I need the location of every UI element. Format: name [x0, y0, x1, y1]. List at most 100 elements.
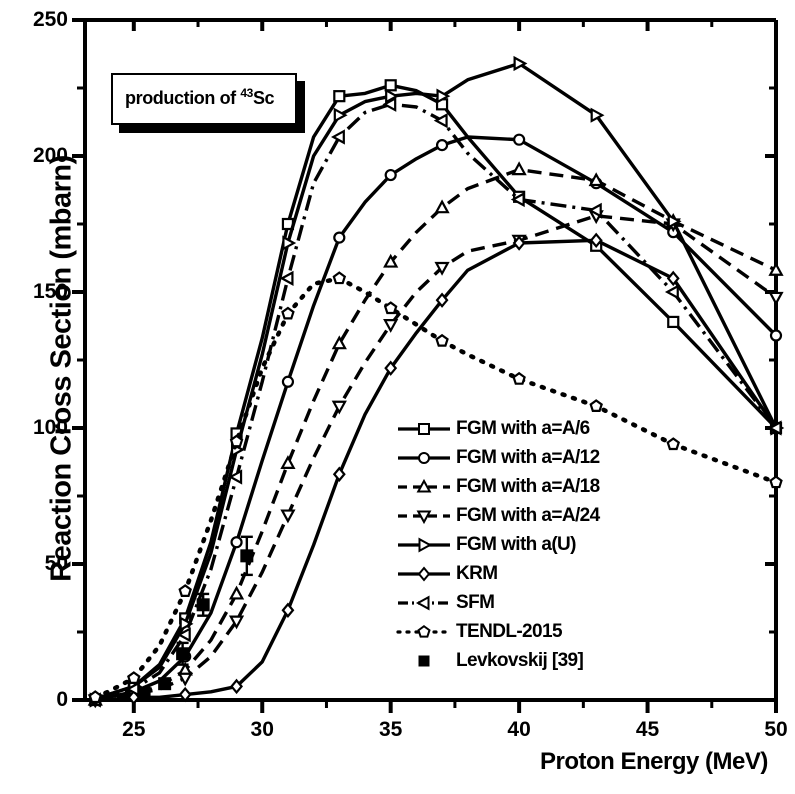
x-tick-label: 30: [250, 718, 274, 741]
data-point-marker: [280, 455, 296, 469]
data-point-marker: [127, 671, 141, 684]
legend-item-fgm-with-a-a-12: FGM with a=A/12: [396, 443, 646, 472]
data-point-marker: [768, 291, 784, 306]
legend-marker-diamond-open-icon: [396, 562, 452, 586]
series-line: [95, 238, 778, 702]
tick-group: [72, 18, 778, 713]
y-tick-label: 200: [32, 144, 68, 167]
legend-marker-shape: [418, 537, 433, 552]
data-point-marker: [333, 231, 346, 244]
legend-marker-square-open-icon: [396, 417, 452, 441]
data-point-marker: [383, 301, 398, 315]
data-point-marker: [384, 168, 397, 182]
data-point-marker: [333, 107, 348, 123]
data-point-marker: [434, 261, 450, 276]
series-line: [94, 135, 778, 702]
legend-item-label: FGM with a=A/12: [456, 446, 600, 468]
data-point-marker: [179, 616, 194, 632]
data-point-marker: [88, 690, 103, 704]
data-point-marker: [666, 270, 680, 287]
data-point-marker: [230, 678, 243, 695]
data-point-marker: [769, 329, 783, 342]
legend-marker-triangle-up-open-icon: [396, 475, 452, 499]
data-point-marker: [281, 306, 295, 320]
legend-marker-shape: [416, 510, 432, 524]
data-point-marker: [281, 602, 295, 618]
scatter-group: [137, 535, 254, 700]
legend-marker-pentagon-open-icon: [396, 620, 452, 644]
data-point-marker: [229, 434, 244, 448]
data-point-marker: [587, 202, 602, 219]
data-point-marker: [228, 615, 245, 630]
data-point-marker: [332, 271, 347, 285]
x-tick-label: 50: [764, 718, 788, 741]
x-axis-title: Proton Energy (MeV): [540, 748, 768, 775]
data-point-marker: [666, 437, 681, 451]
data-point-marker: [331, 400, 347, 415]
legend-item-fgm-with-a-u: FGM with a(U): [396, 530, 646, 559]
experimental-data-point: [240, 549, 254, 563]
data-point-marker: [383, 319, 399, 333]
data-point-marker: [282, 235, 297, 251]
legend-marker-circle-open-icon: [396, 446, 452, 470]
data-point-marker: [385, 88, 399, 104]
y-tick-label: 150: [32, 280, 68, 303]
data-point-marker: [228, 469, 243, 485]
legend-item-label: KRM: [456, 562, 498, 584]
legend-item-levkovskij-39: Levkovskij [39]: [396, 646, 646, 675]
legend-item-tendl-2015: TENDL-2015: [396, 617, 646, 646]
data-point-marker: [177, 672, 193, 687]
data-point-marker: [767, 420, 782, 436]
legend-item-label: FGM with a=A/18: [456, 475, 600, 497]
annotation-box: production of 43Sc: [111, 73, 297, 125]
legend-item-sfm: SFM: [396, 588, 646, 617]
legend-marker-shape: [417, 565, 431, 582]
data-point-marker: [331, 335, 347, 350]
series-line: [94, 61, 778, 702]
legend-item-label: FGM with a=A/6: [456, 417, 590, 439]
x-tick-label: 45: [635, 718, 660, 741]
series-line: [94, 102, 778, 702]
legend-item-label: TENDL-2015: [456, 620, 563, 642]
y-axis-title: Reaction Cross Section (mbarn): [45, 155, 78, 582]
y-tick-label: 100: [32, 416, 68, 439]
data-point-marker: [588, 172, 604, 187]
legend-marker-triangle-left-open-icon: [396, 591, 452, 615]
legend-marker-shape: [418, 655, 430, 666]
series-group: [86, 55, 785, 709]
data-point-marker: [768, 261, 784, 276]
legend-item-fgm-with-a-a-18: FGM with a=A/18: [396, 472, 646, 501]
legend-marker-shape: [415, 595, 430, 610]
data-point-marker: [513, 55, 528, 72]
x-tick-label: 35: [378, 718, 403, 741]
y-tick-label: 250: [32, 8, 68, 31]
data-point-marker: [512, 235, 526, 251]
data-point-marker: [667, 315, 680, 329]
x-tick-label: 40: [507, 718, 531, 741]
data-point-marker: [331, 129, 345, 145]
experimental-data-point: [158, 677, 172, 691]
data-point-marker: [511, 161, 527, 176]
legend-item-fgm-with-a-a-24: FGM with a=A/24: [396, 501, 646, 530]
legend-marker-shape: [417, 624, 431, 638]
data-point-marker: [228, 585, 245, 600]
legend-marker-shape: [418, 422, 430, 435]
data-point-marker: [433, 113, 448, 129]
experimental-data-point: [196, 598, 210, 612]
annotation-text: production of 43Sc: [125, 86, 275, 108]
data-point-marker: [178, 584, 192, 597]
data-point-marker: [512, 371, 526, 385]
data-point-marker: [589, 399, 603, 412]
legend: FGM with a=A/6 FGM with a=A/12 FGM with a=…: [396, 414, 646, 675]
data-point-marker: [281, 375, 295, 388]
data-point-marker: [435, 292, 449, 308]
x-tick-label: 25: [122, 718, 146, 741]
legend-item-label: SFM: [456, 591, 495, 613]
data-point-marker: [176, 627, 191, 643]
data-point-marker: [384, 360, 398, 376]
data-point-marker: [383, 253, 399, 268]
legend-item-krm: KRM: [396, 559, 646, 588]
data-point-marker: [333, 90, 346, 103]
experimental-data-point: [137, 686, 151, 700]
